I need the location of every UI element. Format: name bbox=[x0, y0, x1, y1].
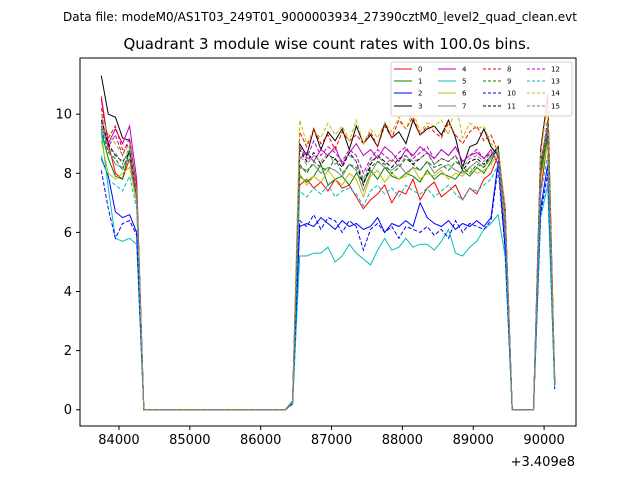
legend-label-2: 2 bbox=[418, 90, 422, 98]
legend-label-14: 14 bbox=[551, 90, 560, 98]
y-axis: 0 2 4 6 8 10 bbox=[55, 108, 80, 418]
x-tick-label-87000: 87000 bbox=[311, 433, 352, 448]
legend-label-12: 12 bbox=[551, 66, 560, 74]
legend-label-3: 3 bbox=[418, 103, 422, 111]
y-tick-label-10: 10 bbox=[55, 108, 72, 123]
legend-label-0: 0 bbox=[418, 66, 422, 74]
x-axis: 84000 85000 86000 87000 88000 89000 90000 bbox=[98, 426, 565, 448]
series-line-15 bbox=[100, 122, 556, 411]
legend-label-6: 6 bbox=[462, 90, 467, 98]
legend-label-9: 9 bbox=[507, 78, 511, 86]
plot-frame bbox=[79, 57, 577, 427]
legend-label-8: 8 bbox=[507, 66, 511, 74]
x-tick-label-90000: 90000 bbox=[523, 433, 564, 448]
y-tick-label-8: 8 bbox=[64, 167, 72, 182]
legend-label-4: 4 bbox=[462, 66, 467, 74]
x-tick-label-85000: 85000 bbox=[169, 433, 210, 448]
y-tick-label-6: 6 bbox=[64, 226, 72, 241]
y-tick-label-4: 4 bbox=[64, 285, 72, 300]
series-line-13 bbox=[100, 155, 556, 411]
legend-label-1: 1 bbox=[418, 78, 422, 86]
y-tick-label-2: 2 bbox=[64, 344, 72, 359]
x-tick-label-86000: 86000 bbox=[240, 433, 281, 448]
y-tick-label-0: 0 bbox=[64, 403, 72, 418]
legend-label-13: 13 bbox=[551, 78, 560, 86]
legend-label-15: 15 bbox=[551, 103, 560, 111]
legend-label-10: 10 bbox=[507, 90, 516, 98]
legend-label-5: 5 bbox=[462, 78, 466, 86]
legend-label-7: 7 bbox=[462, 103, 466, 111]
series-line-11 bbox=[100, 119, 556, 411]
x-tick-label-84000: 84000 bbox=[98, 433, 139, 448]
chart-title: Quadrant 3 module wise count rates with … bbox=[123, 35, 530, 53]
x-offset-label: +3.409e8 bbox=[511, 455, 575, 470]
figure-suptitle: Data file: modeM0/AS1T03_249T01_90000039… bbox=[63, 10, 577, 24]
series-layer bbox=[100, 75, 556, 411]
plot-area bbox=[80, 58, 576, 426]
x-tick-label-88000: 88000 bbox=[382, 433, 423, 448]
x-tick-label-89000: 89000 bbox=[453, 433, 494, 448]
legend-label-11: 11 bbox=[507, 103, 516, 111]
legend-box bbox=[390, 61, 573, 117]
